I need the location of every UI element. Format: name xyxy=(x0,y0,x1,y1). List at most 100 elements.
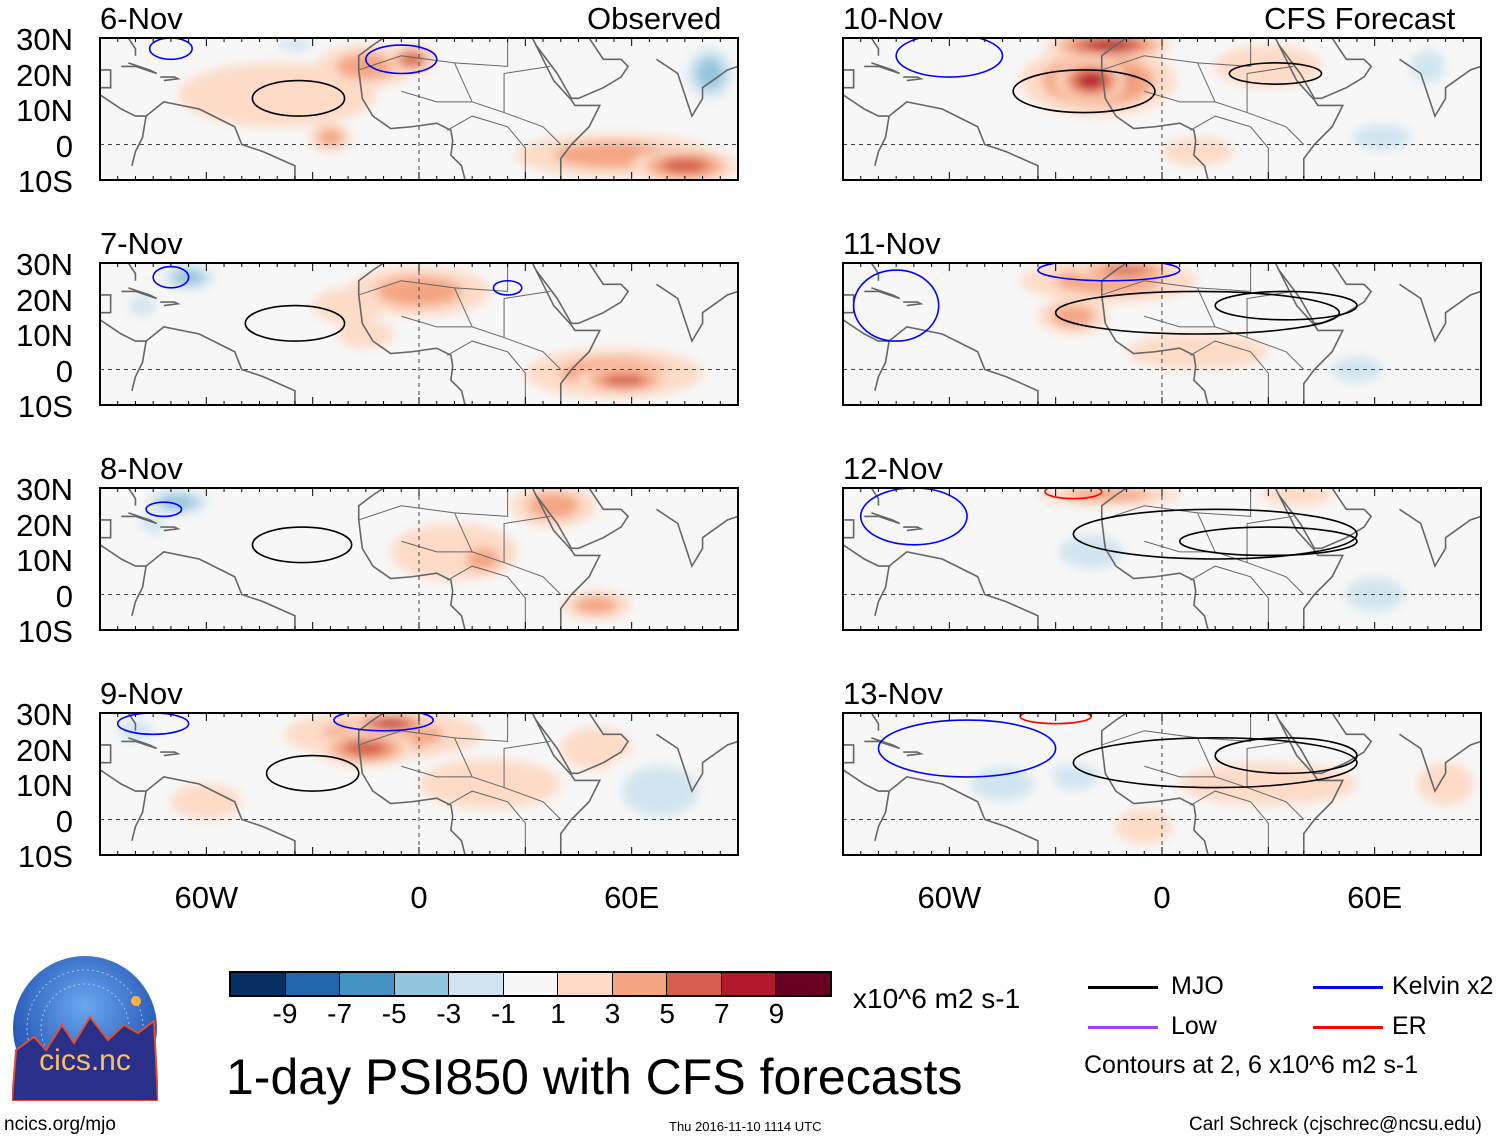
colorbar-tick-label: -9 xyxy=(272,998,298,1029)
contour-er xyxy=(1044,488,1103,500)
coastline xyxy=(1278,263,1373,325)
lat-label: 10N xyxy=(16,543,73,578)
contour-mjo xyxy=(244,304,346,342)
contour-kelvin xyxy=(1037,263,1181,282)
observed-label: Observed xyxy=(587,1,722,36)
coastline xyxy=(843,319,1039,405)
footer-url[interactable]: ncics.org/mjo xyxy=(4,1114,116,1135)
coastline xyxy=(1274,263,1345,405)
coastline xyxy=(656,508,738,569)
coastline xyxy=(1399,733,1481,794)
anomaly-blob xyxy=(621,765,699,817)
map-panel-7-Nov xyxy=(99,262,739,406)
colorbar-tick-label: -1 xyxy=(490,998,516,1029)
lon-label: 0 xyxy=(410,880,428,915)
coastline xyxy=(100,713,137,731)
coastline xyxy=(131,115,147,166)
border xyxy=(1144,90,1216,103)
anomaly-blob xyxy=(1261,488,1333,506)
coastline xyxy=(843,38,880,56)
colorbar-tick-label: 9 xyxy=(768,998,785,1029)
coastline xyxy=(1100,294,1209,405)
colorbar-tick-label: 7 xyxy=(714,998,730,1029)
coastline xyxy=(357,294,466,405)
anomaly-blob xyxy=(216,523,303,559)
coastline xyxy=(864,512,901,525)
coastline xyxy=(864,737,901,750)
contour-mjo xyxy=(251,526,353,564)
coastline xyxy=(656,58,738,119)
lat-label: 20N xyxy=(16,282,73,318)
legend-mjo-label: MJO xyxy=(1171,972,1224,1000)
contour-kelvin xyxy=(145,501,183,518)
legend-low-line xyxy=(1088,1026,1158,1029)
contour-kelvin xyxy=(116,713,190,736)
coastline xyxy=(100,319,296,405)
panel-date-label: 7-Nov xyxy=(100,226,183,261)
coastline xyxy=(843,519,855,539)
coastline xyxy=(131,790,147,841)
coastline xyxy=(843,769,1039,855)
anomaly-blob xyxy=(419,759,561,809)
legend-mjo-line xyxy=(1088,986,1158,989)
colorbar xyxy=(229,971,832,997)
coastline xyxy=(100,769,296,855)
colorbar-tick-label: -7 xyxy=(327,998,353,1029)
coastline xyxy=(100,263,137,281)
anomaly-blob xyxy=(337,319,395,349)
colorbar-swatch xyxy=(231,973,286,995)
colorbar-swatch xyxy=(776,973,830,995)
anomaly-blob xyxy=(1052,305,1095,327)
anomaly-blob xyxy=(1115,808,1173,845)
anomaly-blob xyxy=(1351,124,1412,151)
coastline xyxy=(1278,713,1373,775)
coastline xyxy=(874,115,890,166)
panel-date-label: 8-Nov xyxy=(100,451,183,486)
contour-mjo xyxy=(265,754,360,792)
coastline xyxy=(121,62,158,75)
contour-kelvin xyxy=(333,713,434,732)
colorbar-swatch xyxy=(285,973,340,995)
anomaly-blob xyxy=(543,38,614,74)
anomaly-blob xyxy=(1162,544,1304,588)
coastline xyxy=(1100,38,1127,70)
coastline xyxy=(160,301,181,307)
coastline xyxy=(843,94,1039,180)
anomaly-blob xyxy=(468,144,512,166)
coastline xyxy=(1399,508,1481,569)
border xyxy=(1101,38,1252,71)
coastline xyxy=(160,76,181,82)
coastline xyxy=(903,751,924,757)
lat-label: 0 xyxy=(55,353,73,389)
border xyxy=(503,740,551,788)
colorbar-tick-label: 3 xyxy=(604,998,621,1029)
legend-kelvin-line xyxy=(1313,986,1383,989)
coastline xyxy=(357,744,466,855)
map-panel-9-Nov xyxy=(99,712,739,856)
colorbar-tick-label: -3 xyxy=(436,998,462,1029)
lat-label: 10N xyxy=(16,768,73,803)
map-panel-8-Nov xyxy=(99,487,739,631)
coastline xyxy=(864,287,901,300)
lon-label: 60E xyxy=(604,880,660,915)
lat-label: 10N xyxy=(16,93,73,128)
contours-note: Contours at 2, 6 x10^6 m2 s-1 xyxy=(1084,1051,1419,1079)
anomaly-blob xyxy=(1424,273,1481,359)
coastline xyxy=(843,744,855,764)
coastline xyxy=(121,512,158,525)
anomaly-blob xyxy=(878,109,950,145)
anomaly-blob xyxy=(1059,534,1124,569)
border xyxy=(358,488,509,521)
coastline xyxy=(1100,744,1209,855)
legend-low-label: Low xyxy=(1171,1012,1217,1040)
anomaly-blob xyxy=(674,263,731,334)
lat-label: 10S xyxy=(17,614,73,649)
coastline xyxy=(1100,713,1127,745)
contour-kelvin xyxy=(852,269,940,342)
map-panel-11-Nov xyxy=(842,262,1482,406)
coastline xyxy=(357,519,466,630)
panel-date-label: 9-Nov xyxy=(100,676,183,711)
anomaly-blob xyxy=(1417,502,1474,559)
border xyxy=(447,115,526,180)
border xyxy=(1190,115,1269,180)
